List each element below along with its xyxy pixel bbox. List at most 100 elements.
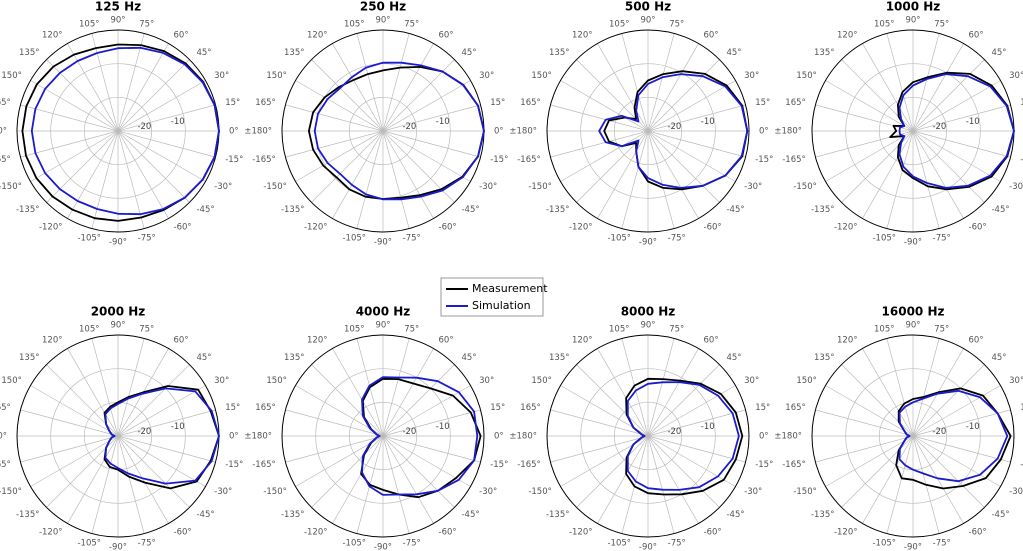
grid-spoke	[382, 348, 434, 437]
theta-tick-label: -75°	[933, 234, 951, 244]
grid-spoke	[912, 130, 940, 229]
grid-spoke	[117, 435, 206, 487]
theta-tick-label: -60°	[439, 528, 457, 538]
r-tick-label: -20	[932, 122, 946, 132]
theta-tick-label: 75°	[139, 19, 154, 29]
theta-tick-label: -15°	[1020, 155, 1023, 165]
outer-ring	[546, 29, 750, 233]
grid-spoke	[647, 435, 699, 524]
grid-spoke	[550, 435, 649, 463]
theta-tick-label: -45°	[196, 510, 214, 520]
r-tick-label: -20	[667, 427, 681, 437]
grid-spoke	[67, 43, 119, 132]
grid-spoke	[20, 435, 119, 463]
grid-spoke	[117, 385, 206, 437]
theta-tick-label: 15°	[755, 98, 770, 108]
theta-tick-label: 45°	[196, 48, 211, 58]
grid-spoke	[912, 33, 940, 132]
grid-spoke	[382, 130, 455, 203]
grid-spoke	[117, 435, 145, 534]
theta-tick-label: -30°	[744, 182, 762, 192]
grid-ring	[845, 368, 981, 504]
grid-spoke	[311, 59, 384, 132]
grid-spoke	[647, 435, 675, 534]
polar-line	[598, 73, 749, 189]
theta-tick-label: 165°	[0, 98, 11, 108]
grid-spoke	[382, 130, 410, 229]
r-tick-label: -20	[667, 122, 681, 132]
grid-spoke	[311, 435, 384, 508]
theta-tick-label: 135°	[284, 48, 304, 58]
theta-tick-label: 45°	[196, 353, 211, 363]
theta-tick-label: 165°	[0, 403, 11, 413]
grid-spoke	[285, 130, 384, 158]
legend-label: Measurement	[472, 282, 548, 295]
grid-ring	[315, 368, 451, 504]
theta-tick-label: -90°	[374, 543, 392, 551]
grid-spoke	[815, 130, 914, 158]
theta-tick-label: 60°	[439, 30, 454, 40]
grid-ring	[348, 96, 418, 166]
grid-spoke	[647, 130, 736, 182]
theta-tick-label: 75°	[669, 324, 684, 334]
theta-tick-label: 75°	[669, 19, 684, 29]
grid-spoke	[912, 385, 1001, 437]
grid-spoke	[285, 409, 384, 437]
grid-spoke	[597, 130, 649, 219]
grid-spoke	[91, 33, 119, 132]
grid-spoke	[117, 435, 169, 524]
theta-tick-label: 120°	[307, 30, 327, 40]
theta-tick-label: -75°	[933, 539, 951, 549]
theta-tick-label: -15°	[1020, 460, 1023, 470]
grid-spoke	[912, 43, 964, 132]
grid-spoke	[117, 43, 169, 132]
grid-spoke	[117, 59, 190, 132]
theta-tick-label: 120°	[572, 335, 592, 345]
grid-spoke	[912, 104, 1011, 132]
theta-tick-label: 120°	[42, 30, 62, 40]
grid-spoke	[382, 435, 471, 487]
grid-spoke	[621, 130, 649, 229]
grid-spoke	[20, 104, 119, 132]
polar-line	[308, 66, 485, 200]
r-tick-label: -10	[701, 422, 715, 432]
theta-tick-label: -45°	[196, 205, 214, 215]
outer-ring	[281, 334, 485, 538]
r-tick-label: -20	[402, 427, 416, 437]
grid-spoke	[912, 435, 1011, 463]
theta-tick-label: -120°	[304, 223, 328, 233]
r-tick-label: -10	[171, 117, 185, 127]
theta-tick-label: 60°	[704, 30, 719, 40]
theta-tick-label: 0°	[759, 432, 769, 442]
theta-tick-label: -45°	[461, 510, 479, 520]
theta-tick-label: -150°	[528, 487, 552, 497]
theta-tick-label: -105°	[872, 234, 896, 244]
theta-tick-label: -120°	[569, 223, 593, 233]
theta-tick-label: 150°	[1, 71, 21, 81]
theta-tick-label: -150°	[793, 487, 817, 497]
grid-spoke	[67, 435, 119, 524]
grid-spoke	[862, 43, 914, 132]
theta-tick-label: 150°	[796, 376, 816, 386]
grid-spoke	[886, 338, 914, 437]
grid-spoke	[647, 43, 699, 132]
theta-tick-label: 60°	[969, 335, 984, 345]
theta-tick-label: 30°	[1009, 71, 1023, 81]
grid-ring	[50, 368, 186, 504]
theta-tick-label: -105°	[77, 234, 101, 244]
theta-tick-label: -15°	[755, 460, 773, 470]
grid-spoke	[550, 104, 649, 132]
panel-title: 250 Hz	[360, 0, 406, 14]
grid-spoke	[825, 385, 914, 437]
theta-tick-label: -15°	[490, 155, 508, 165]
theta-tick-label: -135°	[811, 205, 835, 215]
grid-ring	[845, 63, 981, 199]
theta-tick-label: 165°	[785, 98, 805, 108]
grid-spoke	[912, 364, 985, 437]
theta-tick-label: -30°	[744, 487, 762, 497]
polar-line	[603, 70, 749, 191]
grid-spoke	[815, 409, 914, 437]
grid-spoke	[382, 338, 410, 437]
grid-spoke	[382, 385, 471, 437]
grid-spoke	[382, 43, 434, 132]
